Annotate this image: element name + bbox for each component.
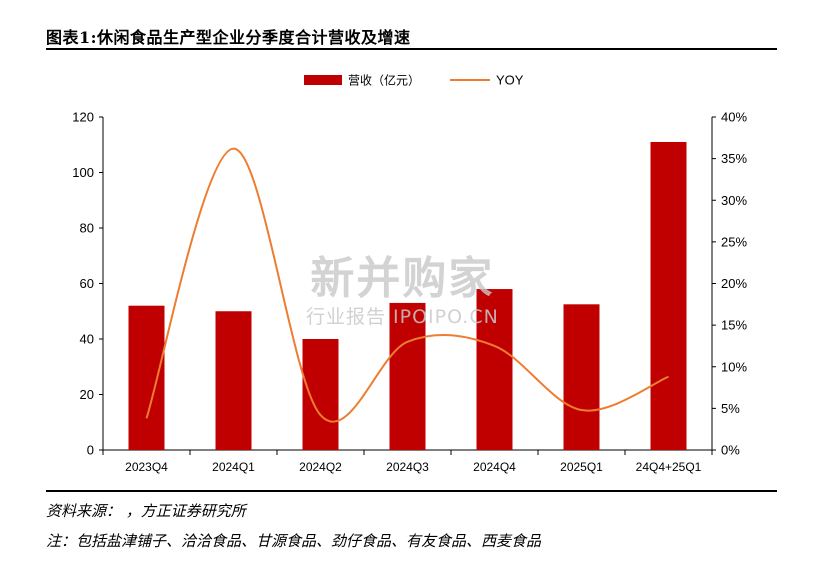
left-tick-label: 120: [72, 110, 94, 125]
legend-swatch-revenue: [304, 75, 342, 85]
bar: [650, 141, 687, 450]
right-tick-label: 5%: [721, 401, 740, 416]
left-tick-label: 100: [72, 165, 94, 180]
bar-series: [128, 141, 687, 450]
legend: 营收（亿元） YOY: [304, 73, 524, 88]
left-tick-label: 40: [80, 332, 94, 347]
yoy-series: [145, 147, 669, 423]
x-tick-label: 2024Q1: [212, 460, 255, 474]
right-tick-label: 25%: [721, 234, 747, 249]
bar: [128, 305, 165, 450]
footnote: 注：包括盐津铺子、洽洽食品、甘源食品、劲仔食品、有友食品、西麦食品: [46, 532, 542, 550]
legend-label-revenue: 营收（亿元）: [348, 73, 420, 88]
bar: [215, 311, 252, 450]
left-tick-label: 60: [80, 276, 94, 291]
right-tick-label: 20%: [721, 276, 747, 291]
source-note: 资料来源： ，方正证券研究所: [46, 502, 246, 520]
left-tick-label: 20: [80, 387, 94, 402]
chart-title: 图表1:休闲食品生产型企业分季度合计营收及增速: [46, 28, 411, 47]
yoy-line: [145, 147, 669, 423]
right-tick-label: 35%: [721, 151, 747, 166]
right-tick-label: 0%: [721, 443, 740, 458]
axes: 0 20 40 60 80 100 120 0% 5% 10% 15% 20% 25% 30% 35% 40%…: [72, 110, 747, 475]
bar: [389, 302, 426, 450]
title-divider: [46, 48, 777, 50]
right-tick-label: 15%: [721, 318, 747, 333]
x-tick-label: 24Q4+25Q1: [636, 460, 702, 474]
bar: [302, 339, 339, 450]
x-tick-label: 2023Q4: [125, 460, 168, 474]
x-tick-label: 2025Q1: [560, 460, 603, 474]
right-tick-label: 40%: [721, 110, 747, 125]
x-tick-label: 2024Q4: [473, 460, 516, 474]
bar: [476, 289, 513, 450]
legend-label-yoy: YOY: [496, 73, 524, 88]
x-tick-label: 2024Q2: [299, 460, 342, 474]
left-tick-label: 0: [87, 443, 94, 458]
left-tick-label: 80: [80, 221, 94, 236]
footer-divider: [46, 490, 777, 492]
x-tick-label: 2024Q3: [386, 460, 429, 474]
bar: [563, 304, 600, 450]
right-tick-label: 30%: [721, 193, 747, 208]
right-tick-label: 10%: [721, 359, 747, 374]
combo-chart: 营收（亿元） YOY 0 20 40 60 80 100 120 0% 5% 10% 15% 20% 25…: [72, 73, 747, 475]
